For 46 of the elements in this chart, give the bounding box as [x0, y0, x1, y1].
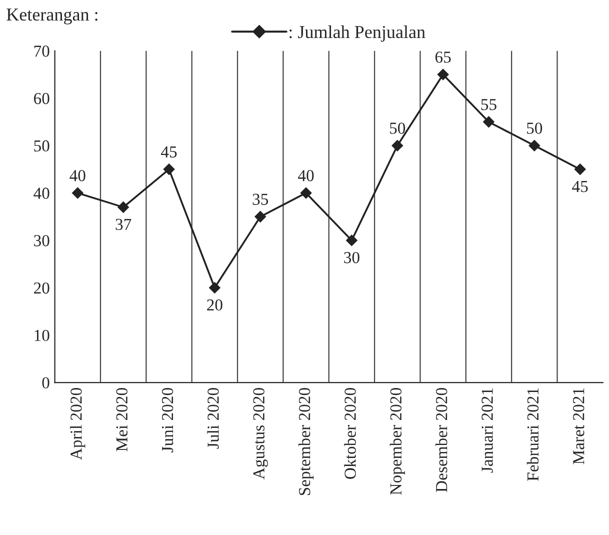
point — [209, 282, 220, 294]
x-tick-label: September 2020 — [298, 388, 314, 496]
text: Keterangan : — [6, 8, 98, 24]
point — [574, 164, 586, 175]
point — [118, 202, 129, 213]
x-tick-label: Februari 2021 — [526, 388, 539, 481]
x-tick-label: Maret 2021 — [572, 388, 584, 464]
y-tick-label: 40 — [34, 188, 50, 199]
data-label: 45 — [572, 180, 588, 192]
point — [346, 234, 358, 246]
y-tick-label: 30 — [34, 235, 50, 246]
data-label: 50 — [527, 122, 542, 134]
y-tick-label: 10 — [34, 330, 50, 342]
data-label: 30 — [344, 252, 360, 264]
x-tick-label: Mei 2020 — [116, 388, 128, 452]
data-label: 55 — [481, 99, 496, 110]
point — [72, 187, 84, 199]
point — [163, 164, 175, 175]
data-label: 37 — [116, 218, 132, 230]
y-tick-label: 20 — [34, 282, 50, 294]
x-tick-label: Oktober 2020 — [344, 388, 356, 479]
x-tick-label: Juni 2020 — [162, 388, 174, 452]
x-tick-label: Januari 2021 — [482, 388, 493, 473]
data-label: 20 — [207, 299, 222, 311]
data-label: 40 — [70, 170, 86, 182]
x-tick-label: Agustus 2020 — [253, 388, 268, 480]
point — [483, 116, 494, 128]
data-label: 40 — [298, 170, 314, 182]
point — [528, 140, 540, 152]
x-tick-label: Desember 2020 — [435, 388, 448, 492]
x-tick-label: Nopember 2020 — [390, 388, 405, 495]
y-tick-label: 70 — [34, 46, 50, 57]
point — [254, 211, 266, 222]
data-label: 65 — [435, 52, 451, 63]
data-label: 45 — [160, 146, 177, 158]
point — [437, 68, 449, 80]
data-label: 50 — [390, 122, 406, 134]
y-tick-label: 50 — [34, 140, 50, 152]
y-tick-label: 0 — [42, 377, 50, 388]
point — [392, 140, 403, 152]
legend-label: : Jumlah Penjualan — [290, 25, 426, 42]
x-tick-label: April 2020 — [70, 388, 86, 460]
data-label: 35 — [252, 194, 268, 205]
y-tick-label: 60 — [34, 92, 50, 104]
x-tick-label: Juli 2020 — [207, 388, 219, 449]
point — [300, 187, 312, 199]
